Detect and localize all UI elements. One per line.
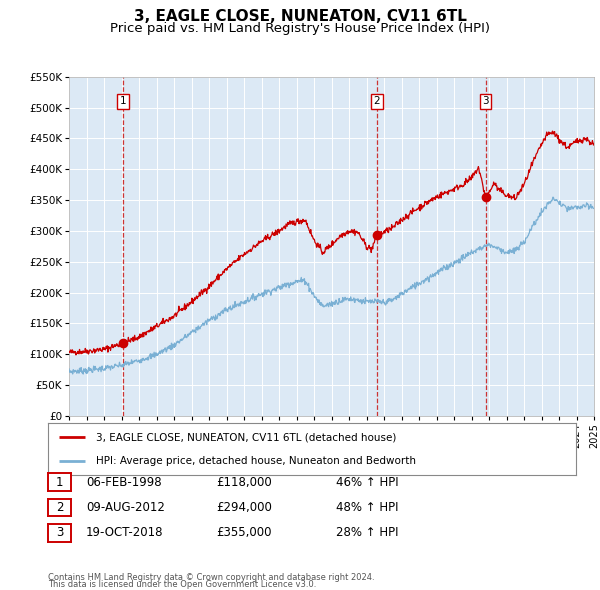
Text: £294,000: £294,000: [216, 501, 272, 514]
Text: 3: 3: [56, 526, 63, 539]
Text: 2: 2: [56, 501, 63, 514]
Text: 3, EAGLE CLOSE, NUNEATON, CV11 6TL (detached house): 3, EAGLE CLOSE, NUNEATON, CV11 6TL (deta…: [95, 432, 396, 442]
Text: 06-FEB-1998: 06-FEB-1998: [86, 476, 161, 489]
Text: 46% ↑ HPI: 46% ↑ HPI: [336, 476, 398, 489]
Text: 3: 3: [482, 96, 489, 106]
Text: This data is licensed under the Open Government Licence v3.0.: This data is licensed under the Open Gov…: [48, 581, 316, 589]
Text: 19-OCT-2018: 19-OCT-2018: [86, 526, 163, 539]
Text: Price paid vs. HM Land Registry's House Price Index (HPI): Price paid vs. HM Land Registry's House …: [110, 22, 490, 35]
Text: 2: 2: [374, 96, 380, 106]
Text: 09-AUG-2012: 09-AUG-2012: [86, 501, 164, 514]
Text: £355,000: £355,000: [216, 526, 271, 539]
Text: HPI: Average price, detached house, Nuneaton and Bedworth: HPI: Average price, detached house, Nune…: [95, 456, 416, 466]
Text: 1: 1: [56, 476, 63, 489]
Text: 3, EAGLE CLOSE, NUNEATON, CV11 6TL: 3, EAGLE CLOSE, NUNEATON, CV11 6TL: [134, 9, 466, 24]
Text: 1: 1: [120, 96, 127, 106]
Text: 48% ↑ HPI: 48% ↑ HPI: [336, 501, 398, 514]
Text: Contains HM Land Registry data © Crown copyright and database right 2024.: Contains HM Land Registry data © Crown c…: [48, 573, 374, 582]
Text: 28% ↑ HPI: 28% ↑ HPI: [336, 526, 398, 539]
Text: £118,000: £118,000: [216, 476, 272, 489]
